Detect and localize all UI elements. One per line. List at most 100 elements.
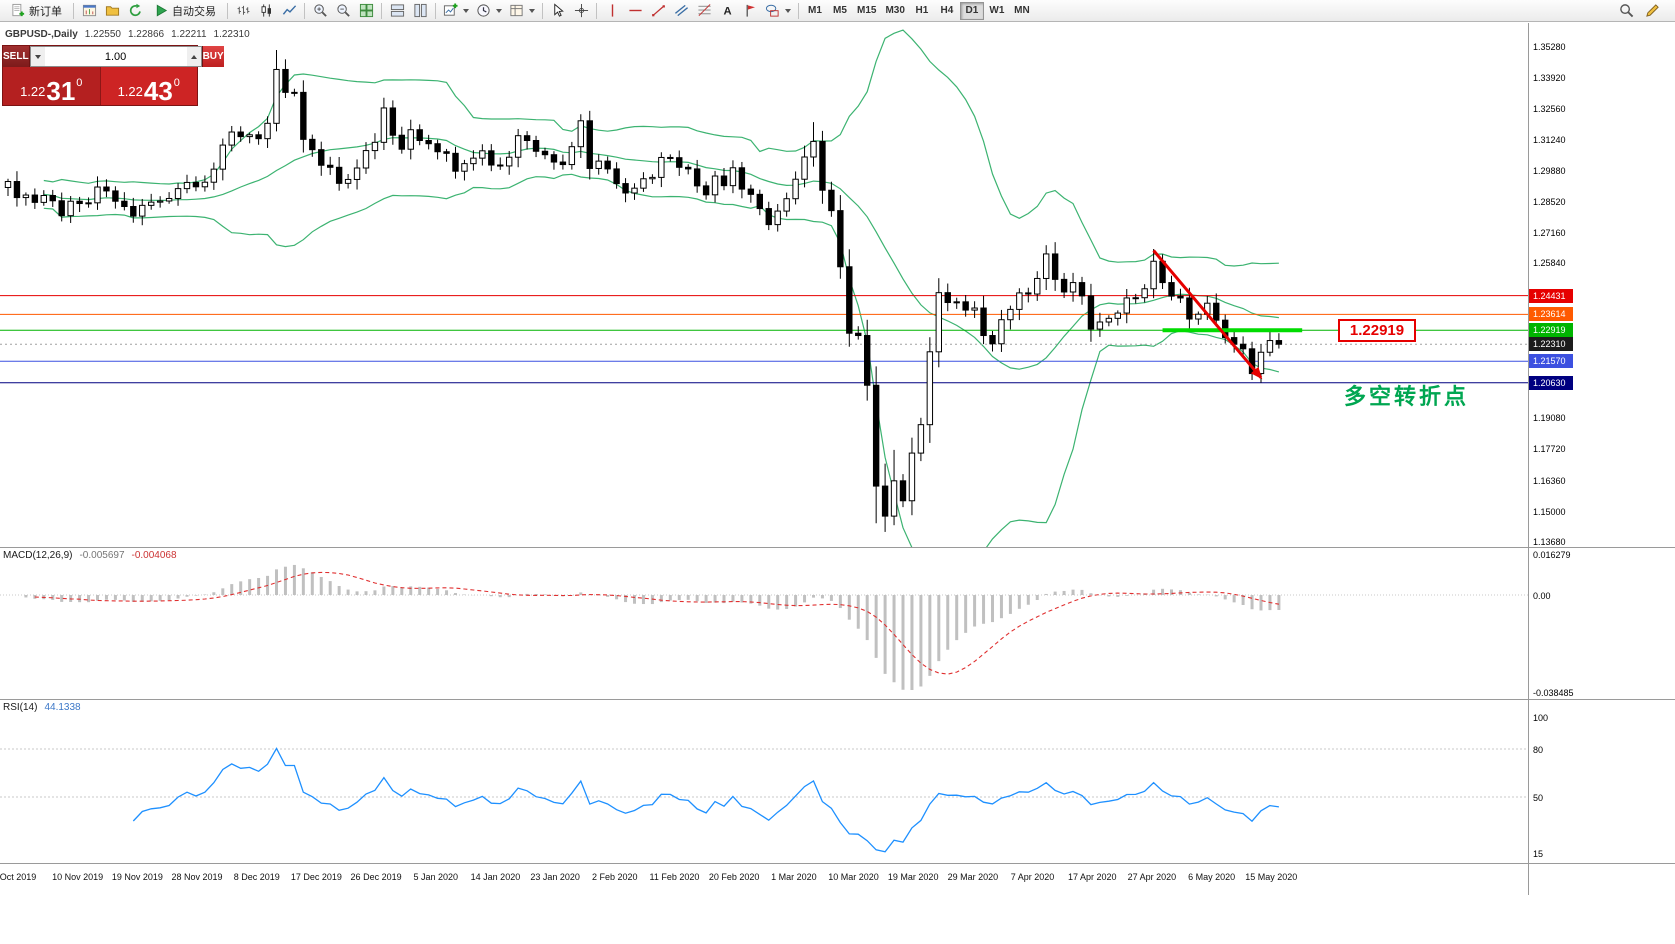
macd-header: MACD(12,26,9) -0.005697 -0.004068 [3,550,177,561]
volume-input[interactable] [44,47,187,66]
volume-up-button[interactable] [186,47,201,66]
edit-button[interactable] [1641,1,1663,21]
win-v-icon [413,3,428,18]
dropdown-caret-icon [785,8,791,13]
date-tick-label: 11 Feb 2020 [649,872,700,882]
candle-chart-button[interactable] [255,1,277,21]
date-tick-label: 27 Apr 2020 [1127,872,1177,882]
rsi-label: RSI(14) [3,702,38,713]
macd-scale-label: 0.00 [1533,591,1551,602]
timeframe-m30-button[interactable]: M30 [881,2,908,20]
dropdown-caret-icon [529,8,535,13]
refresh-button[interactable] [124,1,146,21]
shapes-button[interactable] [762,1,794,21]
macd-rsi-splitter[interactable] [0,699,1675,700]
buy-price-button[interactable]: 1.22 43 0 [100,67,197,105]
rsi-header: RSI(14) 44.1338 [3,702,81,713]
timeframe-h4-button[interactable]: H4 [935,2,959,20]
profiles-icon [105,3,120,18]
win-h-icon [390,3,405,18]
toolbar-separator [227,2,228,19]
text-icon: A [720,3,735,18]
horizontal-line-button[interactable] [624,1,646,21]
search-icon [1619,3,1634,18]
main-macd-splitter[interactable] [0,547,1675,548]
price-level-badge: 1.21570 [1529,354,1573,369]
candles-icon [259,3,274,18]
buy-button[interactable]: BUY [201,46,224,67]
rsi-scale-label: 50 [1533,793,1544,803]
timeframe-mn-button[interactable]: MN [1010,2,1034,20]
templates-button[interactable] [506,1,538,21]
toolbar-separator [435,2,436,19]
date-tick-label: 7 Apr 2020 [1010,872,1055,882]
trendline-button[interactable] [647,1,669,21]
flag-icon [743,3,758,18]
sell-button[interactable]: SELL [3,46,30,67]
arrow-label-button[interactable] [739,1,761,21]
shapes-icon [765,3,780,18]
periods-button[interactable] [473,1,505,21]
cursor-icon [551,3,566,18]
timeframe-w1-button[interactable]: W1 [985,2,1009,20]
new-order-button[interactable]: 新订单 [4,1,69,21]
turning-point-annotation[interactable]: 多空转折点 [1344,384,1470,409]
rsi-scale-label: 15 [1533,849,1544,859]
price-level-badge: 1.22310 [1529,337,1573,352]
profiles-button[interactable] [101,1,123,21]
chart-canvas[interactable] [0,23,1528,895]
text-button[interactable]: A [716,1,738,21]
clock-icon [476,3,491,18]
vertical-line-button[interactable] [601,1,623,21]
volume-down-button[interactable] [30,47,45,66]
date-tick-label: 2 Feb 2020 [592,872,638,882]
bar-chart-button[interactable] [232,1,254,21]
timeframe-h1-button[interactable]: H1 [910,2,934,20]
sell-price-pips: 31 [46,75,76,106]
tile-windows-button[interactable] [355,1,377,21]
price-tick-label: 1.27160 [1533,228,1566,239]
date-tick-label: Oct 2019 [0,872,37,882]
toolbar-separator [542,2,543,19]
timeframe-m1-button[interactable]: M1 [803,2,827,20]
cursor-button[interactable] [547,1,569,21]
price-axis[interactable]: 1.35280 1.33920 1.32560 1.31240 1.29880 1.285… [1529,23,1675,895]
chart-window-icon [82,3,97,18]
arrange-vertical-button[interactable] [409,1,431,21]
date-tick-label: 17 Dec 2019 [290,872,342,882]
support-price-label[interactable]: 1.22919 [1338,319,1416,342]
autotrade-button[interactable]: 自动交易 [147,1,223,21]
timeframe-d1-button[interactable]: D1 [959,1,984,20]
sell-price-button[interactable]: 1.22 31 0 [3,67,101,105]
line-chart-button[interactable] [278,1,300,21]
arrange-horizontal-button[interactable] [386,1,408,21]
fibonacci-retracement-button[interactable] [693,1,715,21]
chart-window-button[interactable] [78,1,100,21]
zoom-in-button[interactable] [309,1,331,21]
price-tick-label: 1.17720 [1533,444,1566,455]
toolbar-separator [798,2,799,19]
equidistant-channel-button[interactable] [670,1,692,21]
volume-control [29,46,202,67]
price-tick-label: 1.28520 [1533,196,1566,207]
macd-scale-label: -0.038485 [1533,688,1574,698]
toolbar-right-group [1615,1,1663,21]
timeframe-m15-button[interactable]: M15 [853,2,880,20]
new-chart-button[interactable] [440,1,472,21]
sell-price-base: 1.22 [20,84,46,99]
fibo-icon [697,3,712,18]
timeframe-m5-button[interactable]: M5 [828,2,852,20]
price-tick-label: 1.16360 [1533,475,1566,486]
date-tick-label: 26 Dec 2019 [350,872,402,882]
date-tick-label: 6 May 2020 [1188,872,1236,882]
zoom-out-button[interactable] [332,1,354,21]
sell-price-point: 0 [76,77,83,89]
refresh-icon [128,3,143,18]
crosshair-button[interactable] [570,1,592,21]
time-axis[interactable]: Oct 2019 10 Nov 2019 19 Nov 2019 28 Nov 201… [0,864,1528,894]
search-button[interactable] [1615,1,1637,21]
date-tick-label: 19 Nov 2019 [111,872,163,882]
trend-icon [651,3,666,18]
